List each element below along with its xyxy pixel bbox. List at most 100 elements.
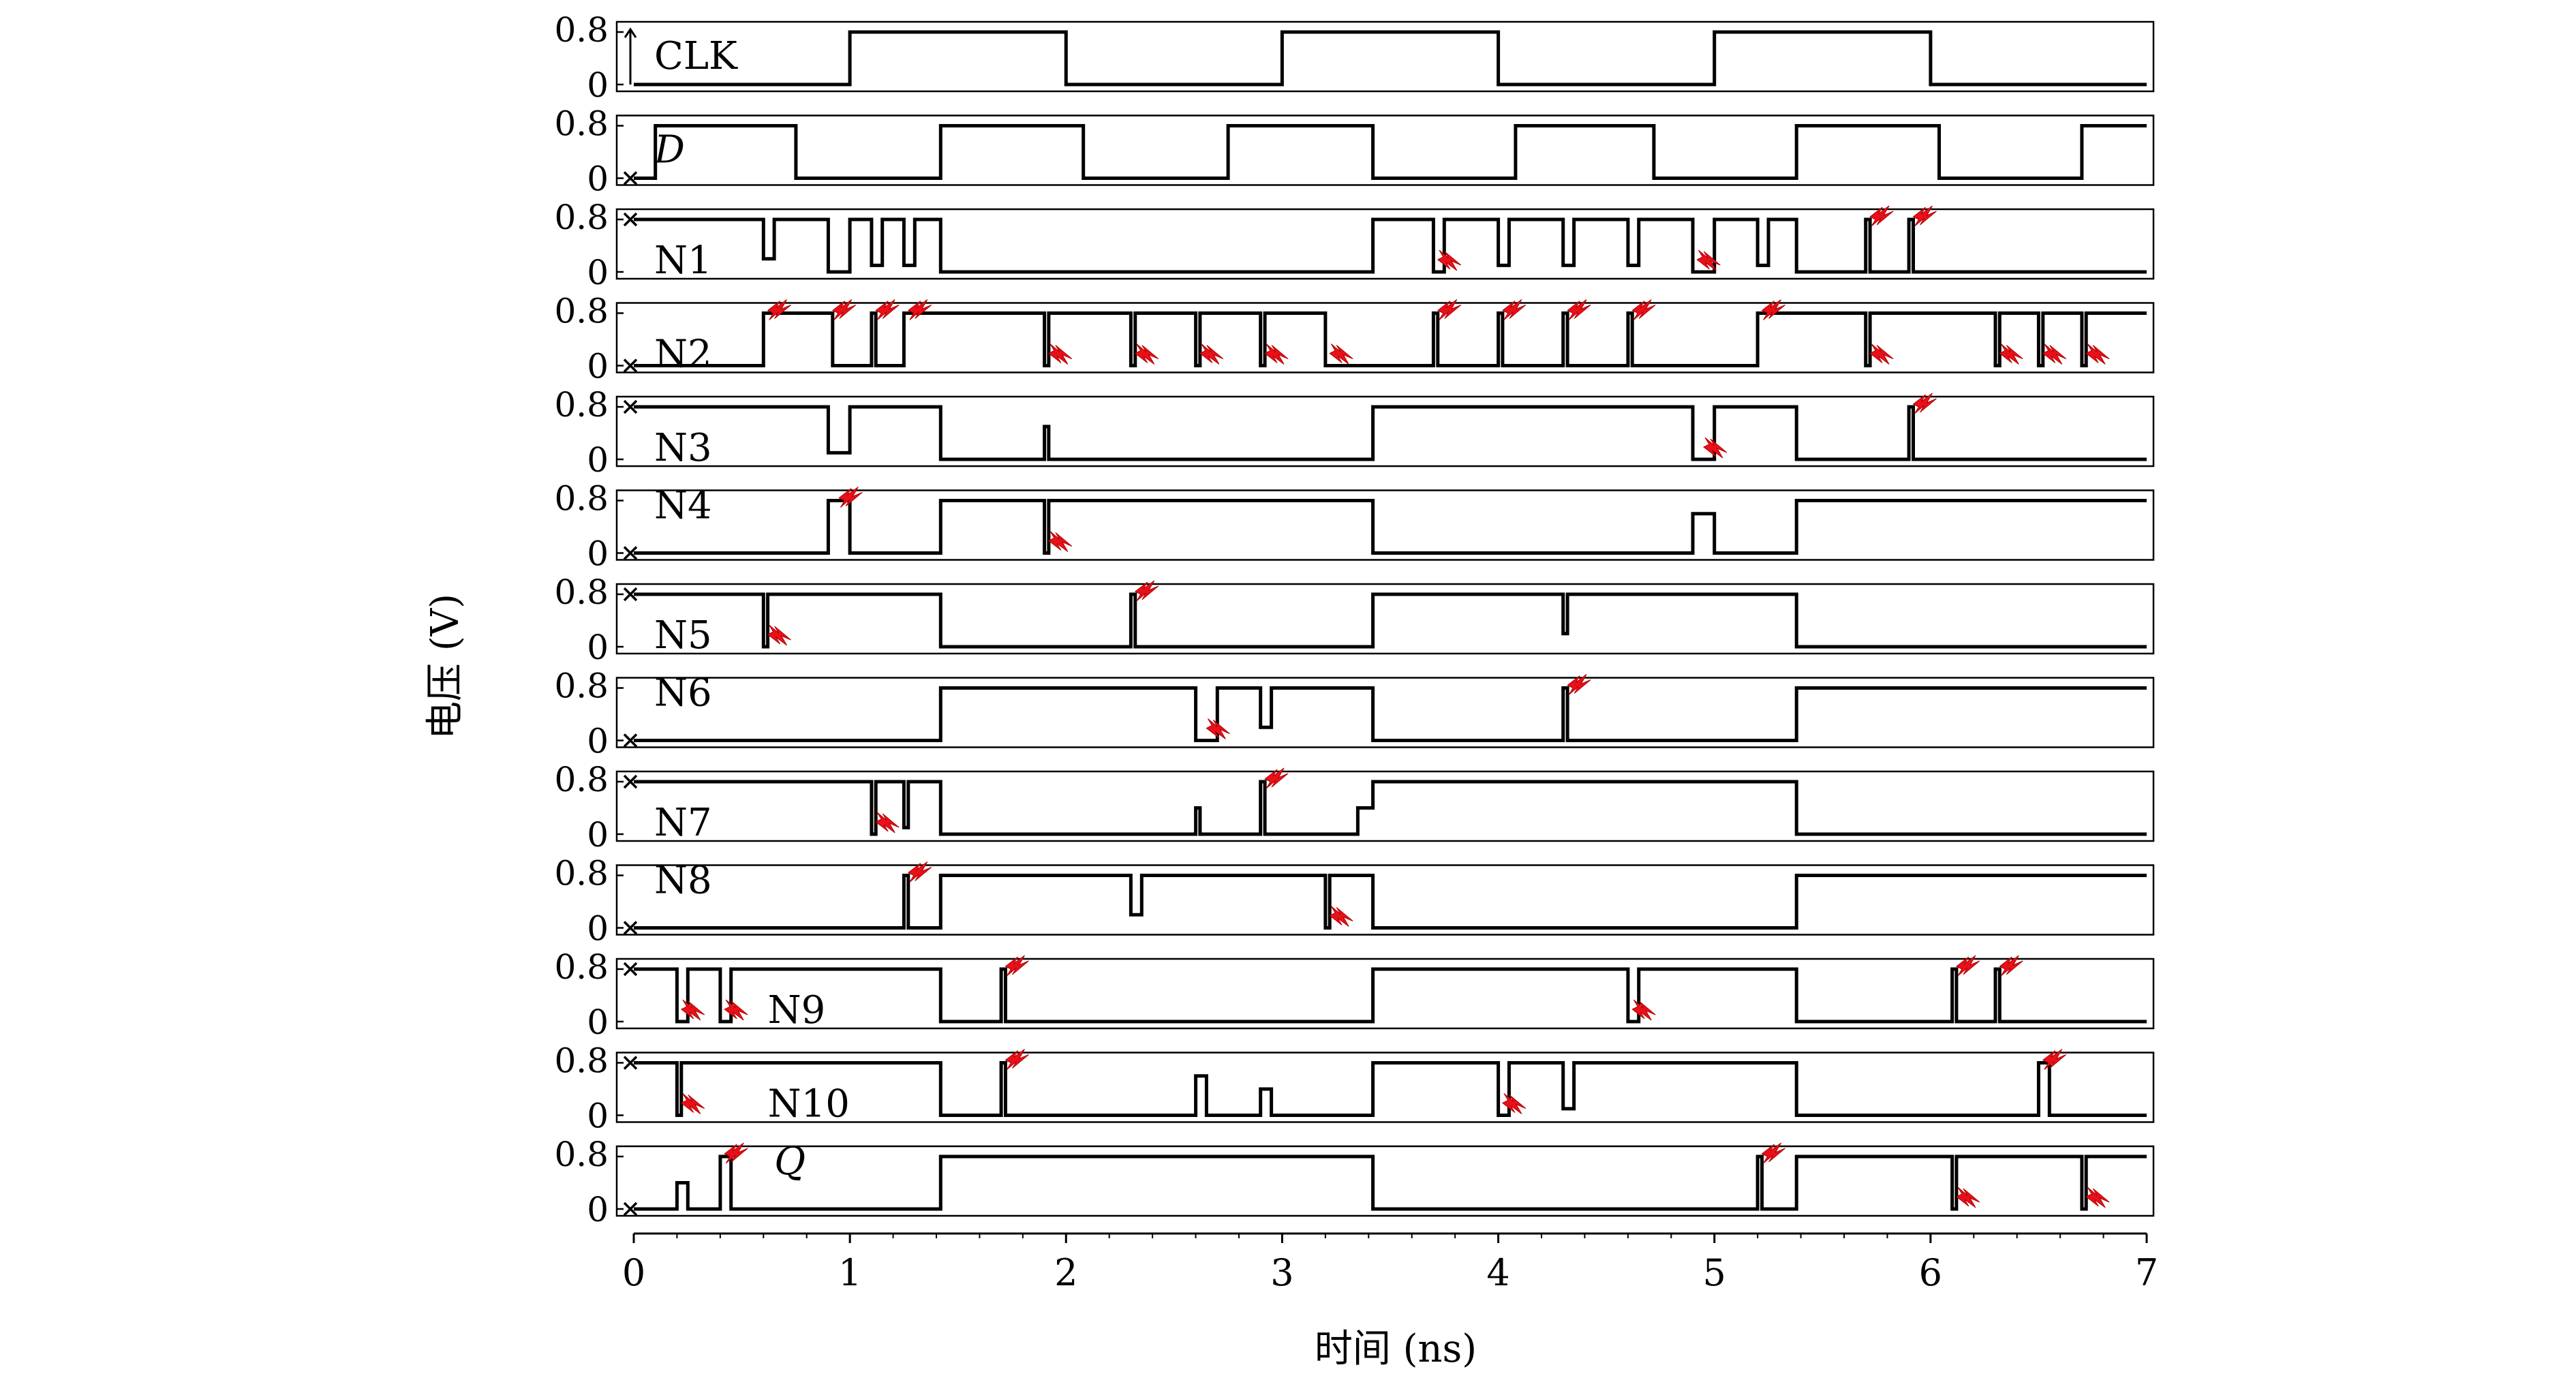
y-tick-label: 0.8	[554, 292, 609, 331]
x-tick-label: 5	[1703, 1251, 1726, 1294]
strike-bolt-icon	[1912, 205, 1937, 227]
initial-state-icon	[623, 358, 638, 373]
strike-bolt-icon	[767, 299, 791, 320]
initial-state-icon	[623, 774, 638, 789]
trace-d	[634, 124, 2147, 180]
x-tick-label: 3	[1270, 1251, 1293, 1294]
y-tick-label: 0.8	[554, 760, 609, 799]
y-tick-label: 0.8	[554, 854, 609, 893]
x-tick-label: 7	[2135, 1251, 2158, 1294]
strike-bolt-icon	[875, 299, 900, 320]
strike-bolt-icon	[1631, 299, 1656, 320]
strike-bolt-icon	[1264, 767, 1289, 789]
initial-state-icon	[623, 399, 638, 414]
y-tick-label: 0.8	[554, 198, 609, 237]
strike-bolt-icon	[1437, 249, 1462, 271]
strike-bolt-icon	[1134, 343, 1159, 365]
y-tick-label: 0	[587, 628, 609, 667]
trace-n2	[634, 311, 2147, 367]
signal-label-n10: N10	[768, 1082, 850, 1127]
y-tick-label: 0.8	[554, 667, 609, 706]
y-tick-label: 0.8	[554, 572, 609, 612]
panel-frame	[615, 20, 2155, 93]
strike-bolt-icon	[1869, 205, 1894, 227]
panel-n9: 0.8 0 N9	[554, 947, 2155, 1042]
panel-frame	[615, 302, 2155, 373]
strike-bolt-icon	[1134, 580, 1159, 602]
strike-bolt-icon	[724, 999, 748, 1021]
signal-label-n5: N5	[654, 613, 712, 658]
panel-q: 0.8 0 Q	[554, 1135, 2155, 1229]
trace-clk	[634, 30, 2147, 87]
y-tick-label: 0	[587, 1002, 609, 1042]
y-tick-label: 0	[587, 159, 609, 199]
strike-bolt-icon	[1631, 999, 1656, 1021]
y-tick-label: 0	[587, 534, 609, 574]
strike-bolt-icon	[1869, 343, 1894, 365]
signal-label-d: D	[654, 128, 685, 172]
strike-bolt-icon	[831, 299, 857, 320]
trace-n5	[634, 592, 2147, 649]
strike-bolt-icon	[1206, 718, 1230, 739]
y-tick-label: 0.8	[554, 10, 609, 50]
x-tick-label: 0	[622, 1251, 645, 1294]
signal-label-n4: N4	[654, 484, 712, 528]
strike-bolt-icon	[1501, 1093, 1527, 1114]
initial-state-icon	[623, 962, 638, 977]
y-tick-label: 0	[587, 440, 609, 480]
initial-state-icon	[623, 733, 638, 748]
panel-frame	[615, 958, 2155, 1030]
panel-frame	[615, 677, 2155, 748]
strike-bolt-icon	[907, 299, 932, 320]
trace-n8	[634, 874, 2147, 930]
strike-bolt-icon	[767, 624, 791, 646]
strike-bolt-icon	[907, 861, 932, 883]
panel-frame	[615, 864, 2155, 936]
initial-state-icon	[623, 921, 638, 935]
panel-d: 0.8 0 D	[554, 104, 2155, 199]
panel-n1: 0.8 0 N1	[554, 198, 2155, 292]
rising-edge-icon	[624, 27, 637, 85]
signal-label-n3: N3	[654, 426, 712, 470]
panel-frame	[615, 770, 2155, 842]
strike-bolt-icon	[1329, 906, 1353, 927]
x-axis: 0 1 2 3 4 5 6 7	[622, 1232, 2158, 1294]
signal-label-n2: N2	[654, 333, 712, 377]
strike-bolt-icon	[1761, 299, 1785, 320]
signal-label-n1: N1	[654, 239, 712, 283]
strike-bolt-icon	[1567, 674, 1591, 695]
strike-bolt-icon	[1047, 343, 1073, 365]
strike-bolt-icon	[1329, 343, 1353, 365]
trace-n3	[634, 405, 2147, 461]
y-tick-label: 0.8	[554, 947, 609, 987]
signal-label-n7: N7	[654, 801, 712, 845]
panel-n6: 0.8 0 N6	[554, 667, 2155, 761]
panel-n10: 0.8 0 N10	[554, 1041, 2155, 1136]
x-tick-label: 4	[1486, 1251, 1509, 1294]
panel-n2: 0.8 0 N2	[554, 292, 2155, 386]
panel-frame	[615, 489, 2155, 561]
strike-bolt-icon	[1696, 249, 1721, 271]
panel-frame	[615, 395, 2155, 468]
trace-n4	[634, 499, 2147, 555]
strike-bolt-icon	[724, 1142, 748, 1164]
y-tick-label: 0	[587, 1190, 609, 1229]
y-tick-label: 0.8	[554, 1135, 609, 1174]
y-tick-label: 0.8	[554, 104, 609, 144]
trace-n1	[634, 217, 2147, 274]
y-tick-label: 0.8	[554, 385, 609, 425]
strike-bolt-icon	[680, 1093, 705, 1114]
strike-bolt-icon	[1437, 299, 1462, 320]
strike-bolt-icon	[2085, 343, 2110, 365]
strike-bolt-icon	[1999, 343, 2023, 365]
signal-label-n6: N6	[654, 671, 712, 716]
panel-n7: 0.8 0 N7	[554, 760, 2155, 855]
strike-bolt-icon	[2042, 1049, 2067, 1070]
strike-bolt-icon	[1199, 343, 1224, 365]
initial-state-icon	[623, 587, 638, 602]
strike-bolt-icon	[1005, 1049, 1029, 1070]
signal-label-n9: N9	[768, 988, 826, 1032]
panel-frame	[615, 1145, 2155, 1217]
x-axis-label: 时间 (ns)	[1315, 1327, 1477, 1371]
initial-state-icon	[623, 546, 638, 560]
